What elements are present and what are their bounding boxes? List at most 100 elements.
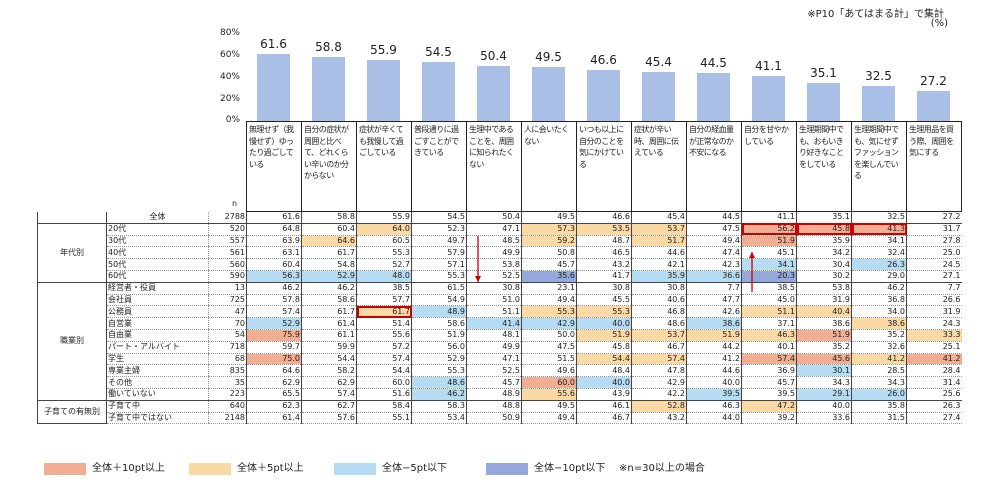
table-cell: 59.9 <box>301 341 357 354</box>
legend-swatch <box>486 463 528 475</box>
table-cell: 31.9 <box>906 305 962 319</box>
table-cell: 36.9 <box>741 364 797 378</box>
table-row: 専業主婦 835 64.6 58.2 54.4 55.3 52.5 49.6 48.4 47.8 4… <box>38 364 962 378</box>
table-cell: 55.6 <box>521 388 577 401</box>
category-label: 症状が辛い時、周囲に伝えている <box>634 125 679 157</box>
row-label: 専業主婦 <box>106 364 209 378</box>
table-cell: 25.0 <box>906 246 962 260</box>
table-cell: 56.0 <box>411 341 467 354</box>
table-cell: 32.5 <box>851 212 907 224</box>
row-label: パート・アルバイト <box>106 341 209 354</box>
legend-label: 全体＋5pt以上 <box>237 463 304 474</box>
table-cell: 53.4 <box>411 412 467 425</box>
bar <box>367 60 400 121</box>
row-label: 自営業 <box>106 317 209 330</box>
table-cell: 61.7 <box>356 305 412 319</box>
table-cell: 40.0 <box>796 399 852 413</box>
sample-size: 68 <box>208 353 247 366</box>
sample-size: 725 <box>208 294 247 307</box>
sample-size: 2788 <box>208 212 247 224</box>
category-label: 症状が辛くても我慢して過ごしている <box>359 125 404 157</box>
y-tick-label: 0% <box>225 115 240 125</box>
table-cell: 64.8 <box>246 222 302 236</box>
table-cell: 38.6 <box>796 317 852 330</box>
table-cell: 20.3 <box>741 270 797 283</box>
table-cell: 41.2 <box>851 353 907 366</box>
category-label: 生理用品を買う際、周囲を気にする <box>909 125 954 157</box>
table-cell: 40.6 <box>631 294 687 307</box>
table-cell: 57.4 <box>356 353 412 366</box>
column-divider <box>741 121 742 212</box>
category-label: 自分の症状が周囲と比べて、どれくらい辛いのか分からない <box>304 125 349 180</box>
table-cell: 48.5 <box>466 235 522 248</box>
table-cell: 39.5 <box>741 388 797 401</box>
table-cell: 57.4 <box>741 353 797 366</box>
bar <box>312 57 345 121</box>
y-tick-label: 20% <box>219 93 240 104</box>
table-row: 子育ての有無別 子育て中 640 62.3 62.7 58.4 58.3 48.8 49.5 46… <box>37 399 962 425</box>
table-cell: 26.0 <box>851 388 907 401</box>
sample-size: 718 <box>208 341 247 354</box>
category-label: 普段通りに過ごすことができている <box>414 125 459 157</box>
table-cell: 38.5 <box>741 281 797 295</box>
row-label: 働いていない <box>106 388 209 401</box>
table-cell: 46.2 <box>246 281 302 295</box>
bar-value-label: 35.1 <box>810 65 837 80</box>
table-cell: 44.6 <box>686 364 742 378</box>
table-cell: 62.9 <box>246 376 302 389</box>
column-divider <box>576 121 577 212</box>
table-row: 学生 68 75.0 54.4 57.4 52.9 47.1 51.5 54.4 57.4 41.2… <box>38 353 962 366</box>
table-cell: 40.0 <box>686 376 742 389</box>
table-cell: 51.7 <box>631 235 687 248</box>
sample-size: 520 <box>208 222 247 236</box>
table-cell: 42.2 <box>631 388 687 401</box>
table-cell: 50.8 <box>521 246 577 260</box>
table-cell: 57.6 <box>301 412 357 425</box>
row-label: 子育て中 <box>106 399 209 413</box>
table-cell: 51.9 <box>686 329 742 342</box>
table-cell: 36.6 <box>686 270 742 283</box>
bar-value-label: 45.4 <box>645 54 672 69</box>
table-cell: 48.1 <box>466 329 522 342</box>
table-row: 自営業 70 52.9 61.4 51.4 58.6 41.4 42.9 40.0 48.6 38.… <box>38 317 962 330</box>
table-row: 働いていない 223 65.5 57.4 51.6 46.2 48.9 55.6 43.9 42.… <box>38 388 962 401</box>
table-cell: 51.0 <box>466 294 522 307</box>
table-cell: 50.0 <box>521 329 577 342</box>
column-divider <box>851 121 852 212</box>
sample-size: 561 <box>208 246 247 260</box>
table-cell: 33.6 <box>796 412 852 425</box>
table-cell: 47.2 <box>741 399 797 413</box>
table-row: 子育て中ではない 2148 61.4 57.6 55.1 53.4 50.9 49.4 46.7… <box>38 412 962 425</box>
row-label: 全体 <box>106 212 209 224</box>
table-cell: 51.9 <box>411 329 467 342</box>
table-cell: 35.9 <box>631 270 687 283</box>
row-label: 自由業 <box>106 329 209 342</box>
table-cell: 58.6 <box>411 317 467 330</box>
table-cell: 26.3 <box>906 399 962 413</box>
bar-value-label: 46.6 <box>590 53 617 68</box>
table-cell: 55.9 <box>356 212 412 224</box>
table-cell: 43.9 <box>576 388 632 401</box>
table-cell: 55.1 <box>356 412 412 425</box>
column-divider <box>686 121 687 212</box>
table-cell: 60.4 <box>301 222 357 236</box>
sample-size: 47 <box>208 305 247 319</box>
table-cell: 54.4 <box>301 353 357 366</box>
table-cell: 46.8 <box>631 305 687 319</box>
table-cell: 46.1 <box>576 399 632 413</box>
table-cell: 41.2 <box>686 353 742 366</box>
table-cell: 55.3 <box>576 305 632 319</box>
legend-label: 全体−10pt以下 <box>534 463 606 474</box>
table-cell: 54.4 <box>356 364 412 378</box>
column-divider <box>631 121 632 212</box>
sample-size: 590 <box>208 270 247 283</box>
table-cell: 75.0 <box>246 353 302 366</box>
legend-swatch <box>189 463 231 475</box>
table-cell: 54.4 <box>576 353 632 366</box>
column-divider <box>796 121 797 212</box>
table-cell: 58.3 <box>411 399 467 413</box>
table-row: 全体 2788 61.6 58.8 55.9 54.5 50.4 49.5 46.6 45.4 44… <box>37 212 962 224</box>
table-cell: 46.7 <box>631 341 687 354</box>
table-cell: 75.9 <box>246 329 302 342</box>
table-cell: 60.4 <box>246 258 302 271</box>
